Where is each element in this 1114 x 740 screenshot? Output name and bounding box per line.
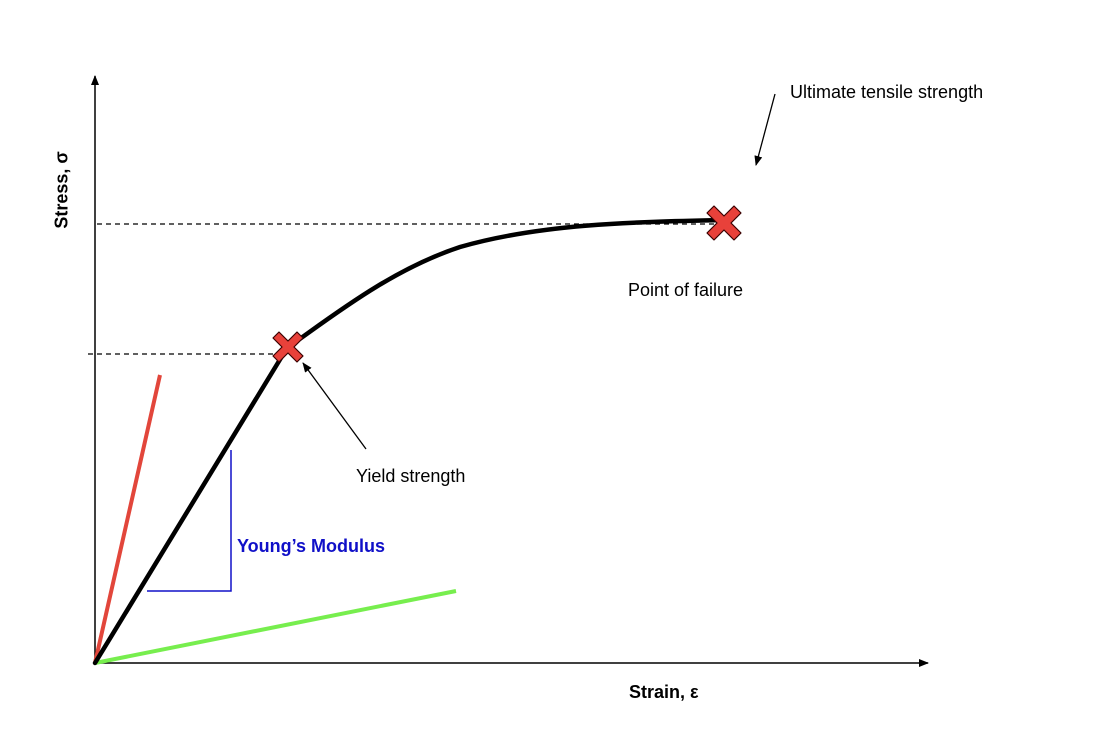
ultimate-tensile-strength-label: Ultimate tensile strength: [790, 82, 984, 102]
stress-strain-curve: [92, 217, 727, 666]
youngs-modulus-label: Young’s Modulus: [237, 536, 385, 556]
failure-point-marker: [706, 205, 742, 241]
point-of-failure-label: Point of failure: [628, 280, 744, 300]
yield-strength-arrow: [302, 362, 367, 450]
uts-arrow: [754, 93, 776, 166]
low-modulus-line: [94, 589, 457, 665]
yield-strength-label: Yield strength: [356, 466, 466, 486]
x-axis-label: Strain, ε: [629, 682, 699, 702]
y-axis-label: Stress, σ: [51, 151, 72, 229]
high-modulus-line: [93, 374, 162, 664]
youngs-modulus-bracket: [147, 450, 232, 592]
yield-point-marker: [272, 331, 304, 363]
